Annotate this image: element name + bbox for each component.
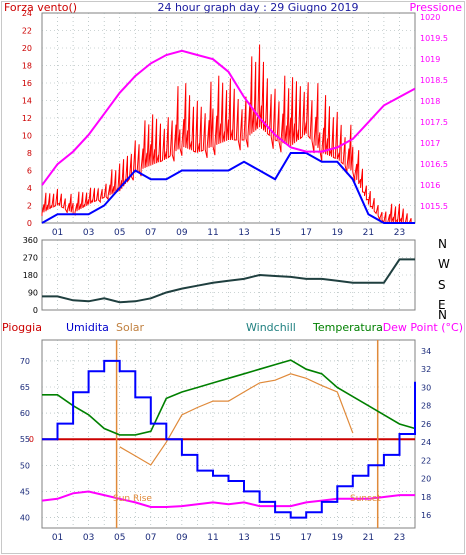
- hour-tick-label: 23: [394, 533, 405, 543]
- pressure-tick-label: 1017: [420, 139, 440, 148]
- temperature-tick-label: 28: [421, 402, 431, 411]
- rain-axis-label: Pioggia: [2, 321, 42, 334]
- temperature-line: [42, 359, 416, 436]
- hour-tick-label: 05: [114, 533, 125, 543]
- wind-average-line: [41, 152, 415, 224]
- temperature-tick-label: 34: [421, 347, 431, 356]
- compass-label: N: [438, 237, 447, 251]
- solar-label: Solar: [116, 321, 145, 334]
- hour-tick-label: 03: [83, 533, 94, 543]
- hour-tick-label: 09: [176, 533, 188, 543]
- temperature-tick-label: 18: [421, 493, 431, 502]
- humidity-tick-label: 55: [20, 435, 30, 444]
- humidity-label: Umidita: [66, 321, 109, 334]
- wind-tick-label: 22: [22, 27, 32, 36]
- hour-tick-label: 11: [207, 228, 218, 238]
- humidity-tick-label: 70: [20, 357, 30, 366]
- wind-gust-line: [41, 44, 414, 224]
- pressure-axis-label: Pressione: [410, 1, 463, 14]
- wind-tick-label: 20: [22, 44, 32, 53]
- temperature-tick-label: 32: [421, 365, 431, 374]
- wind-tick-label: 2: [27, 202, 32, 211]
- dewpoint-line: [41, 490, 415, 508]
- wind-tick-label: 6: [27, 167, 32, 176]
- temperature-tick-label: 26: [421, 420, 431, 429]
- pressure-tick-label: 1018: [420, 97, 440, 106]
- humidity-tick-label: 60: [20, 409, 30, 418]
- hour-tick-label: 19: [332, 228, 344, 238]
- hour-tick-label: 13: [238, 533, 249, 543]
- humidity-tick-label: 50: [20, 461, 30, 470]
- hour-tick-label: 07: [145, 228, 156, 238]
- humidity-tick-label: 45: [20, 487, 30, 496]
- hour-tick-label: 09: [176, 228, 188, 238]
- wind-tick-label: 18: [22, 62, 32, 71]
- wind-tick-label: 12: [22, 114, 32, 123]
- direction-tick-label: 0: [33, 306, 38, 315]
- pressure-tick-label: 1019.5: [420, 34, 448, 43]
- wind-tick-label: 24: [22, 9, 32, 18]
- compass-label: W: [438, 257, 450, 271]
- hour-tick-label: 07: [145, 533, 156, 543]
- sunrise-annotation: Sun Rise: [113, 494, 152, 504]
- windchill-label: Windchill: [246, 321, 296, 334]
- direction-tick-label: 360: [23, 236, 38, 245]
- wind-axis-label: Forza vento(): [4, 1, 77, 14]
- direction-tick-label: 180: [23, 271, 38, 280]
- compass-label: N: [438, 308, 447, 322]
- hour-tick-label: 15: [269, 533, 280, 543]
- temperature-label: Temperatura: [312, 321, 383, 334]
- temperature-tick-label: 16: [421, 511, 431, 520]
- temperature-tick-label: 22: [421, 456, 431, 465]
- wind-tick-label: 10: [22, 132, 32, 141]
- wind-tick-label: 4: [27, 184, 32, 193]
- pressure-tick-label: 1016.5: [420, 160, 448, 169]
- hour-tick-label: 17: [300, 533, 311, 543]
- wind-tick-label: 16: [22, 79, 32, 88]
- rain-tick-label: 0: [29, 435, 34, 444]
- direction-tick-label: 270: [23, 254, 38, 263]
- compass-label: S: [438, 278, 446, 292]
- pressure-tick-label: 1019: [420, 55, 440, 64]
- chart-title: 24 hour graph day : 29 Giugno 2019: [157, 1, 358, 14]
- direction-tick-label: 90: [28, 289, 38, 298]
- wind-tick-label: 0: [27, 219, 32, 228]
- sunset-annotation: Sunset: [350, 494, 381, 504]
- hour-tick-label: 05: [114, 228, 125, 238]
- hour-tick-label: 01: [52, 533, 63, 543]
- hour-tick-label: 13: [238, 228, 249, 238]
- pressure-tick-label: 1015.5: [420, 202, 448, 211]
- hour-tick-label: 21: [363, 533, 374, 543]
- hour-tick-label: 15: [269, 228, 280, 238]
- pressure-tick-label: 1017.5: [420, 118, 448, 127]
- compass-label: E: [438, 298, 446, 312]
- wind-tick-label: 14: [22, 97, 32, 106]
- hour-tick-label: 11: [207, 533, 218, 543]
- hour-tick-label: 03: [83, 228, 94, 238]
- dewpoint-label: Dew Point (°C): [383, 321, 463, 334]
- hour-tick-label: 23: [394, 228, 405, 238]
- humidity-tick-label: 65: [20, 383, 30, 392]
- humidity-tick-label: 40: [20, 514, 30, 523]
- wind-direction-line: [42, 258, 415, 304]
- hour-tick-label: 19: [332, 533, 344, 543]
- pressure-tick-label: 1016: [420, 181, 440, 190]
- hour-tick-label: 17: [300, 228, 311, 238]
- pressure-tick-label: 1018.5: [420, 76, 448, 85]
- hour-tick-label: 01: [52, 228, 63, 238]
- wind-tick-label: 8: [27, 149, 32, 158]
- temperature-tick-label: 20: [421, 475, 431, 484]
- solar-line: [119, 373, 354, 466]
- temperature-tick-label: 30: [421, 383, 431, 392]
- humidity-line: [42, 359, 416, 519]
- temperature-tick-label: 24: [421, 438, 431, 447]
- pressure-tick-label: 1020: [420, 13, 440, 22]
- pressure-line: [41, 49, 416, 186]
- hour-tick-label: 21: [363, 228, 374, 238]
